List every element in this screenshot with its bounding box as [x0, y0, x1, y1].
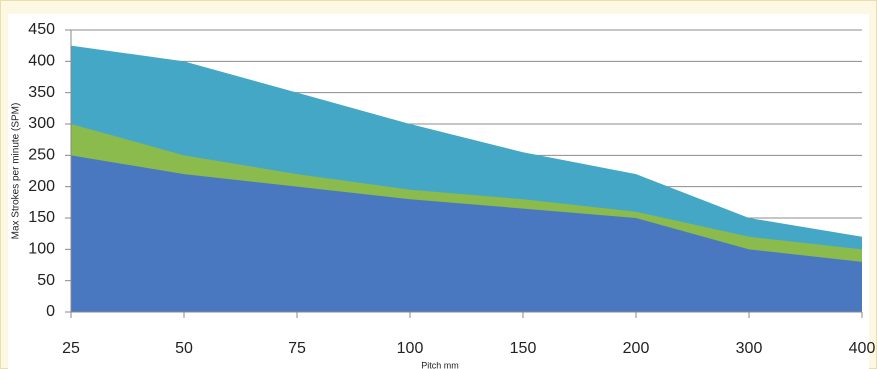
y-tick-label: 100: [28, 241, 55, 258]
x-tick-label: 400: [849, 340, 876, 357]
y-tick-label: 450: [28, 21, 55, 38]
x-tick-label: 75: [288, 340, 306, 357]
x-tick-label: 100: [397, 340, 424, 357]
y-tick-label: 350: [28, 84, 55, 101]
y-axis-label: Max Strokes per minute (SPM): [11, 103, 22, 240]
y-tick-label: 0: [46, 303, 55, 320]
y-tick-label: 300: [28, 115, 55, 132]
x-tick-label: 150: [510, 340, 537, 357]
x-tick-label: 50: [175, 340, 193, 357]
x-tick-label: 25: [62, 340, 80, 357]
y-tick-label: 200: [28, 178, 55, 195]
x-tick-label: 200: [623, 340, 650, 357]
x-tick-label: 300: [736, 340, 763, 357]
y-tick-label: 250: [28, 147, 55, 164]
y-tick-label: 50: [37, 272, 55, 289]
x-axis-label: Pitch mm: [421, 360, 459, 369]
area: [71, 155, 862, 312]
y-tick-label: 400: [28, 53, 55, 70]
y-tick-label: 150: [28, 209, 55, 226]
